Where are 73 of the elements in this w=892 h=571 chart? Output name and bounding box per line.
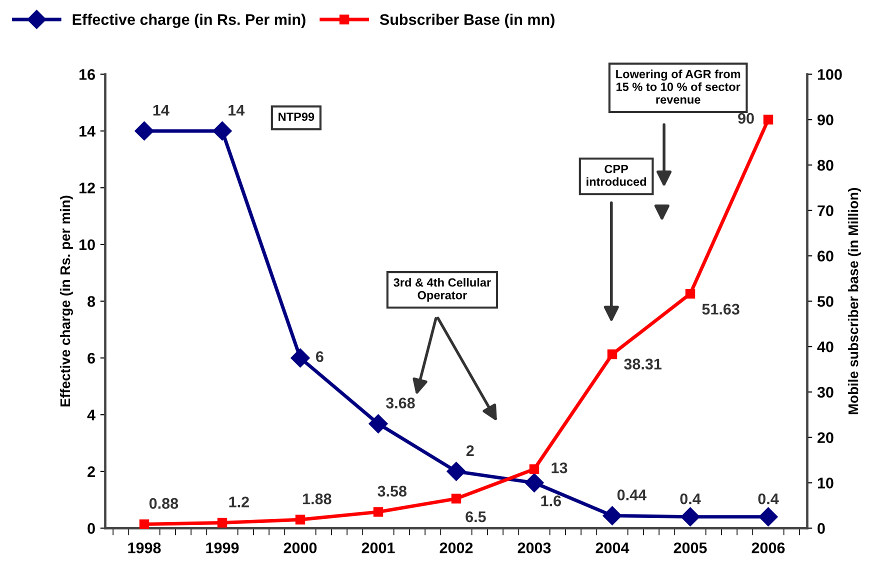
y2-tick-label: 0 xyxy=(818,523,825,534)
annotation: NTP99 xyxy=(278,112,314,121)
y-tick-label: 2 xyxy=(88,466,95,477)
point xyxy=(680,507,700,526)
point xyxy=(685,288,696,299)
x-tick-label: 1999 xyxy=(206,542,239,554)
annotation: Lowering of AGR from 15 % to 10 % of sector revenue xyxy=(616,70,740,104)
point xyxy=(212,121,232,141)
y2-tick-label: 30 xyxy=(817,386,834,398)
y-tick-label: 14 xyxy=(80,126,96,137)
y2-tick-label: 60 xyxy=(818,250,834,262)
x-tick-label: 2004 xyxy=(596,542,630,554)
point xyxy=(763,114,774,124)
y2-tick-label: 40 xyxy=(817,341,834,352)
y-tick-label: 4 xyxy=(87,410,96,420)
x-tick-label: 2003 xyxy=(518,542,551,554)
y-axis-title: Effective charge (in Rs. per min) xyxy=(60,196,73,406)
y-tick-label: 8 xyxy=(88,296,96,307)
data-label: 0.4 xyxy=(758,493,779,504)
point xyxy=(451,494,462,504)
x-tick-label: 1998 xyxy=(128,542,161,554)
y-tick-label: 10 xyxy=(80,239,95,250)
y2-tick-label: 100 xyxy=(818,69,842,80)
point xyxy=(368,414,388,434)
data-label: 0.4 xyxy=(680,493,701,504)
data-label: 2 xyxy=(466,445,474,456)
data-label: 14 xyxy=(228,104,245,116)
point xyxy=(373,507,384,517)
y2-tick-label: 10 xyxy=(818,478,834,488)
x-tick-label: 2000 xyxy=(284,542,317,554)
y2-axis-title: Mobile subscriber base (in Million) xyxy=(848,188,861,414)
data-label: 6.5 xyxy=(466,511,486,522)
y2-tick-label: 20 xyxy=(818,432,834,444)
annotation: CPP introduced xyxy=(586,164,646,186)
x-tick-label: 2001 xyxy=(362,542,395,554)
x-tick-label: 2006 xyxy=(752,542,785,554)
data-label: 0.88 xyxy=(149,498,178,509)
data-label: 6 xyxy=(316,351,324,362)
data-label: 1.2 xyxy=(229,496,249,508)
point xyxy=(290,348,310,368)
annotation: 3rd & 4th Cellular Operator xyxy=(394,278,491,302)
point xyxy=(134,121,154,141)
data-label: 38.31 xyxy=(624,358,662,370)
y-tick-label: 6 xyxy=(88,352,95,364)
point xyxy=(217,518,228,528)
data-label: 0.44 xyxy=(617,490,646,500)
point xyxy=(529,464,540,474)
y-tick-label: 16 xyxy=(80,69,95,80)
y2-tick-label: 80 xyxy=(817,160,834,171)
point xyxy=(139,519,150,530)
data-label: 14 xyxy=(153,104,170,116)
point xyxy=(607,349,618,360)
point xyxy=(602,506,622,526)
point xyxy=(524,473,544,492)
y2-tick-label: 50 xyxy=(817,296,834,307)
y2-tick-label: 90 xyxy=(818,114,834,126)
data-label: 51.63 xyxy=(702,304,740,315)
y-tick-label: 12 xyxy=(80,182,95,194)
x-tick-label: 2002 xyxy=(440,542,473,554)
legend-label: Subscriber Base (in mn) xyxy=(380,14,554,28)
data-label: 90 xyxy=(738,112,754,124)
point xyxy=(758,507,778,526)
point xyxy=(446,462,466,481)
data-label: 1.6 xyxy=(541,496,561,506)
y2-tick-label: 70 xyxy=(818,205,834,216)
data-label: 3.58 xyxy=(378,486,407,497)
y-tick-label: 0 xyxy=(88,523,95,534)
x-tick-label: 2005 xyxy=(674,542,707,554)
legend-label: Effective charge (in Rs. Per min) xyxy=(72,14,306,28)
data-label: 1.88 xyxy=(303,493,332,504)
data-label: 13 xyxy=(552,462,568,474)
data-label: 3.68 xyxy=(386,398,415,408)
point xyxy=(295,514,306,524)
